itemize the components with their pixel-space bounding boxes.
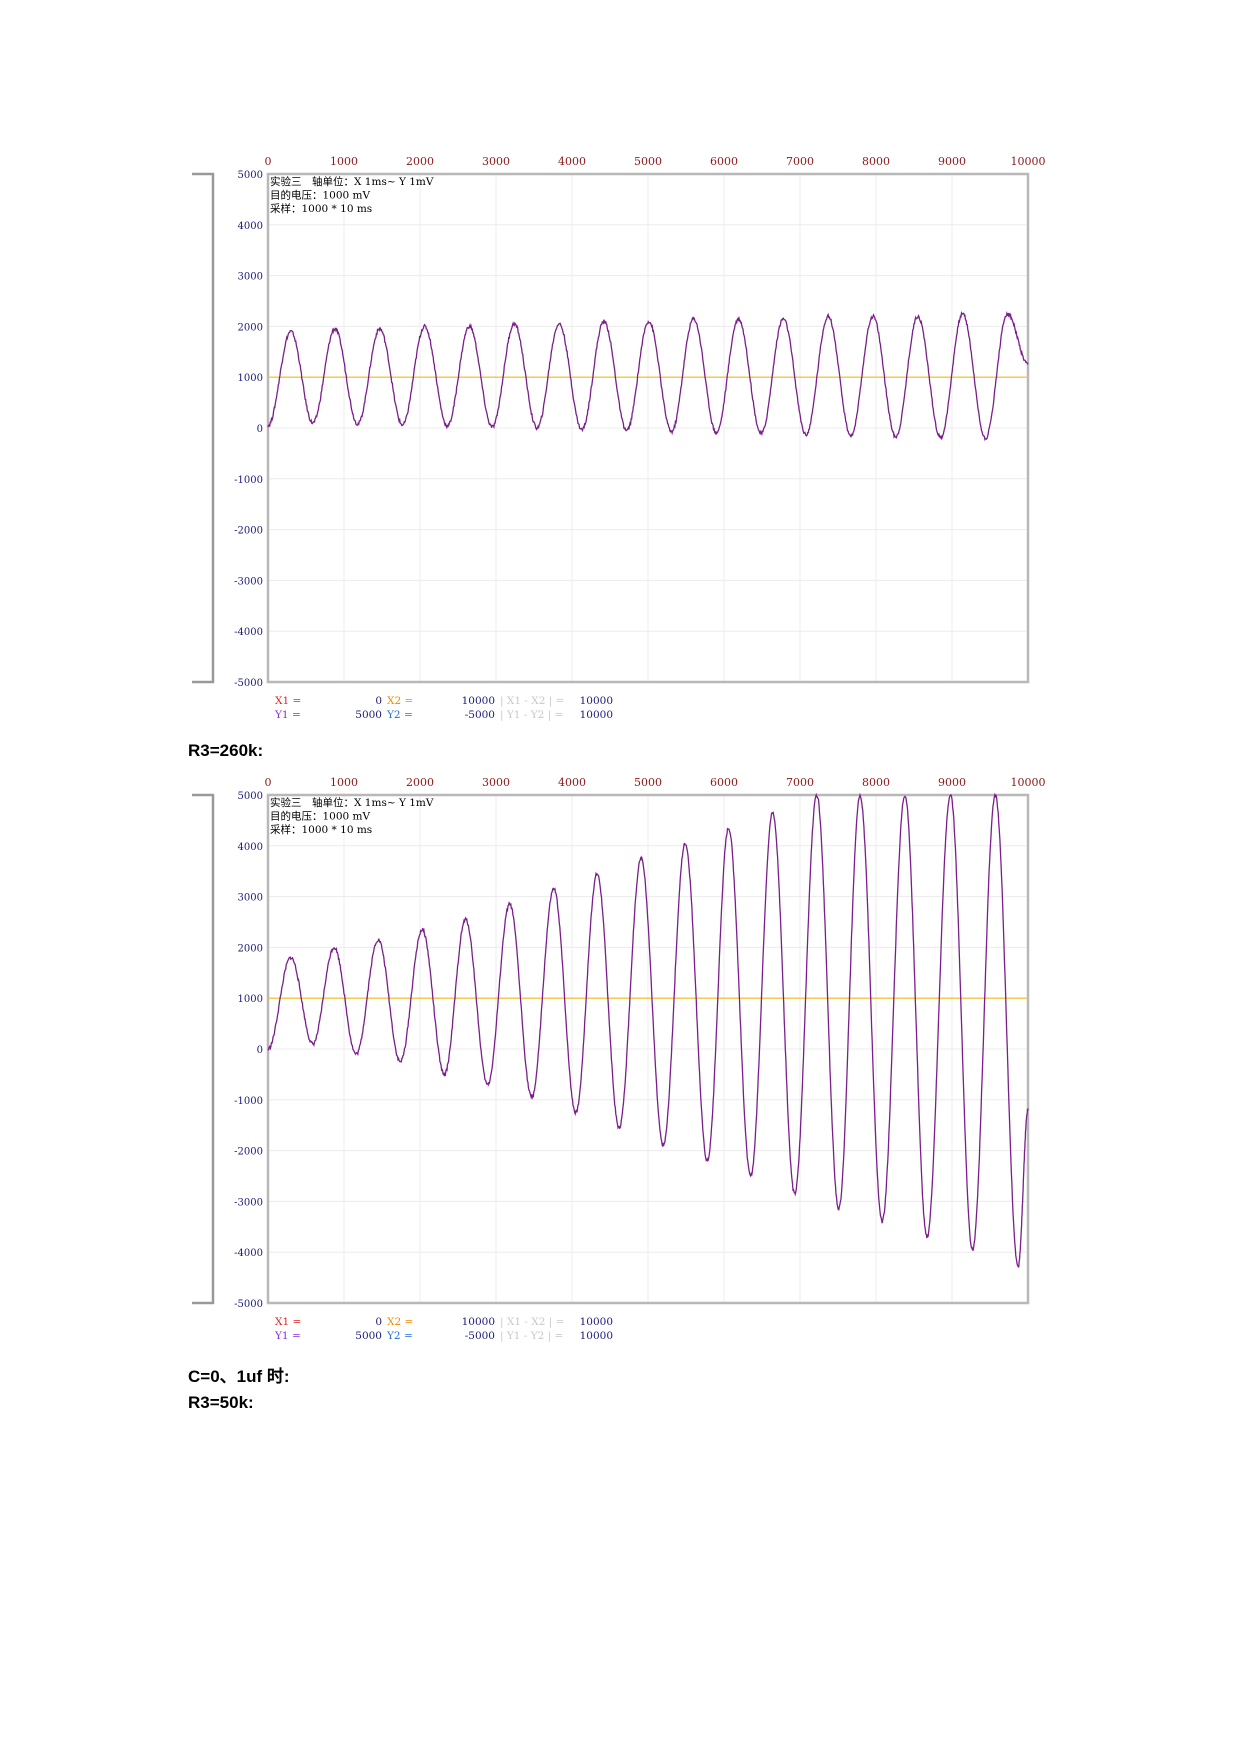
cursor-y2-value: -5000 xyxy=(465,1330,495,1342)
cursor-x2-value: 10000 xyxy=(462,695,495,707)
x-tick-label: 10000 xyxy=(1011,155,1046,168)
y-tick-label: 4000 xyxy=(238,221,263,232)
annotation-line: 采样：1000 * 10 ms xyxy=(270,202,372,215)
x-tick-label: 1000 xyxy=(330,776,358,789)
annotation-line: 目的电压：1000 mV xyxy=(270,810,371,823)
cursor-x2-value: 10000 xyxy=(462,1316,495,1328)
cursor-y1-value: 5000 xyxy=(355,1330,382,1342)
y-tick-label: -3000 xyxy=(234,576,263,587)
cursor-x1-label: X1 = xyxy=(275,695,301,707)
cursor-y2-value: -5000 xyxy=(465,709,495,721)
y-tick-label: 3000 xyxy=(238,893,263,904)
cursor-y2-label: Y2 = xyxy=(386,709,413,721)
x-tick-label: 7000 xyxy=(786,155,814,168)
annotation-line: 目的电压：1000 mV xyxy=(270,189,371,202)
x-tick-label: 9000 xyxy=(938,155,966,168)
x-tick-label: 4000 xyxy=(558,776,586,789)
x-tick-label: 0 xyxy=(265,155,272,168)
annotation-line: 采样：1000 * 10 ms xyxy=(270,823,372,836)
x-tick-label: 8000 xyxy=(862,155,890,168)
x-tick-label: 6000 xyxy=(710,155,738,168)
plot-frame xyxy=(266,172,1030,684)
x-tick-label: 9000 xyxy=(938,776,966,789)
y-tick-label: 1000 xyxy=(238,994,263,1005)
x-tick-label: 8000 xyxy=(862,776,890,789)
cursor-y2-label: Y2 = xyxy=(386,1330,413,1342)
cursor-x1-label: X1 = xyxy=(275,1316,301,1328)
cursor-y1-value: 5000 xyxy=(355,709,382,721)
x-tick-label: 0 xyxy=(265,776,272,789)
cursor-y1-label: Y1 = xyxy=(274,709,301,721)
cursor-dx-value: 10000 xyxy=(580,695,613,707)
y-tick-label: -3000 xyxy=(234,1197,263,1208)
cursor-dx-label: | X1 - X2 | = xyxy=(500,695,564,708)
heading-r3-50k: R3=50k: xyxy=(188,1393,254,1412)
annotation-line: 实验三 轴单位：X 1ms~ Y 1mV xyxy=(270,796,434,809)
cursor-x2-label: X2 = xyxy=(387,1316,413,1328)
x-tick-label: 3000 xyxy=(482,155,510,168)
cursor-dy-label: | Y1 - Y2 | = xyxy=(500,709,563,722)
cursor-dy-label: | Y1 - Y2 | = xyxy=(500,1330,563,1343)
x-tick-label: 1000 xyxy=(330,155,358,168)
cursor-x1-value: 0 xyxy=(375,1316,382,1328)
cursor-dx-value: 10000 xyxy=(580,1316,613,1328)
y-tick-label: 5000 xyxy=(238,170,263,181)
heading-r3-260k: R3=260k: xyxy=(188,741,264,760)
y-tick-label: 0 xyxy=(257,424,263,435)
y-tick-label: 1000 xyxy=(238,373,263,384)
x-tick-label: 4000 xyxy=(558,155,586,168)
cursor-x1-value: 0 xyxy=(375,695,382,707)
chart-2: 0 1000 2000 3000 4000 5000 6000 7000 8000 9000 100… xyxy=(180,771,1080,1351)
y-tick-label: -5000 xyxy=(234,678,263,689)
y-tick-label: 3000 xyxy=(238,272,263,283)
x-tick-label: 5000 xyxy=(634,155,662,168)
y-tick-label: -2000 xyxy=(234,1147,263,1158)
chart-1: 0 1000 2000 3000 4000 5000 6000 7000 8000 9000 100… xyxy=(180,150,1080,730)
x-tick-label: 2000 xyxy=(406,776,434,789)
series-line xyxy=(267,310,1029,442)
x-tick-label: 3000 xyxy=(482,776,510,789)
y-tick-label: -1000 xyxy=(234,1096,263,1107)
y-tick-label: 5000 xyxy=(238,791,263,802)
x-tick-label: 7000 xyxy=(786,776,814,789)
x-tick-label: 5000 xyxy=(634,776,662,789)
y-tick-label: 2000 xyxy=(238,943,263,954)
y-tick-label: 2000 xyxy=(238,322,263,333)
y-tick-label: -4000 xyxy=(234,627,263,638)
y-tick-label: -1000 xyxy=(234,475,263,486)
cursor-y1-label: Y1 = xyxy=(274,1330,301,1342)
cursor-dy-value: 10000 xyxy=(580,709,613,721)
cursor-x2-label: X2 = xyxy=(387,695,413,707)
left-bracket xyxy=(192,172,215,684)
x-tick-label: 10000 xyxy=(1011,776,1046,789)
left-bracket xyxy=(192,793,215,1305)
series-line xyxy=(267,792,1029,1268)
y-tick-label: 0 xyxy=(257,1045,263,1056)
cursor-dy-value: 10000 xyxy=(580,1330,613,1342)
cursor-dx-label: | X1 - X2 | = xyxy=(500,1316,564,1329)
y-tick-label: -5000 xyxy=(234,1299,263,1310)
y-tick-label: -2000 xyxy=(234,526,263,537)
chart-svg-1: 0 1000 2000 3000 4000 5000 6000 7000 8000 9000 100… xyxy=(192,155,1046,722)
annotation-line: 实验三 轴单位：X 1ms~ Y 1mV xyxy=(270,175,434,188)
heading-c-value: C=0、1uf 时: xyxy=(188,1367,290,1386)
chart-svg-2: 0 1000 2000 3000 4000 5000 6000 7000 8000 9000 100… xyxy=(192,776,1046,1343)
y-tick-label: -4000 xyxy=(234,1248,263,1259)
x-tick-label: 6000 xyxy=(710,776,738,789)
y-tick-label: 4000 xyxy=(238,842,263,853)
x-tick-label: 2000 xyxy=(406,155,434,168)
